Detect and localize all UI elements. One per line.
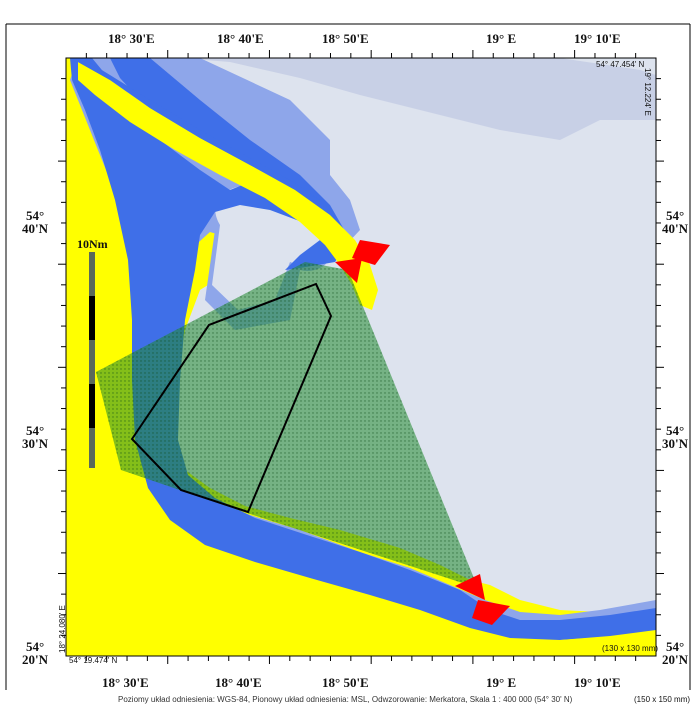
right-lat-min: 40'N (662, 221, 689, 236)
right-lat-deg: 54° (666, 639, 684, 654)
bottom-lon-label: 19° 10'E (574, 675, 621, 690)
left-latitude-labels: 54° 40'N 54° 30'N 54° 20'N (22, 208, 49, 667)
right-lat-deg: 54° (666, 208, 684, 223)
peninsula-land (78, 62, 378, 310)
corner-bottom-left-lon: 18° 24.080' E (58, 605, 67, 653)
map-frame (65, 57, 657, 657)
top-lon-label: 19° 10'E (574, 31, 621, 46)
top-lon-label: 18° 50'E (322, 31, 369, 46)
right-latitude-labels: 54° 40'N 54° 30'N 54° 20'N (662, 208, 689, 667)
top-longitude-labels: 18° 30'E 18° 40'E 18° 50'E 19° E 19° 10'… (108, 31, 621, 46)
left-lat-deg: 54° (26, 208, 44, 223)
top-lon-label: 18° 40'E (217, 31, 264, 46)
inner-size-note: (130 x 130 mm) (602, 644, 658, 653)
mid-grey-water (180, 58, 656, 140)
left-lat-min: 30'N (22, 436, 49, 451)
bottom-lon-label: 18° 40'E (215, 675, 262, 690)
left-lat-deg: 54° (26, 639, 44, 654)
bottom-lon-label: 18° 50'E (322, 675, 369, 690)
right-lat-min: 30'N (662, 436, 689, 451)
zone-boundary (130, 282, 333, 514)
peninsula-shore (78, 58, 320, 200)
corner-top-right-lat: 54° 47.454' N (596, 60, 645, 69)
frame-ticks (58, 50, 664, 664)
coverage-sector (96, 262, 478, 588)
marker-north (335, 240, 390, 283)
corner-top-right-lon: 19° 12.224' E (643, 68, 652, 116)
left-lat-min: 40'N (22, 221, 49, 236)
marker-south (455, 574, 510, 625)
left-lat-min: 20'N (22, 652, 49, 667)
bottom-lon-label: 18° 30'E (102, 675, 149, 690)
outer-size-note: (150 x 150 mm) (634, 695, 690, 704)
bottom-lon-label: 19° E (486, 675, 516, 690)
bottom-longitude-labels: 18° 30'E 18° 40'E 18° 50'E 19° E 19° 10'… (102, 675, 621, 690)
top-lon-label: 19° E (486, 31, 516, 46)
right-lat-deg: 54° (666, 423, 684, 438)
scale-bar-label: 10Nm (77, 237, 108, 251)
right-lat-min: 20'N (662, 652, 689, 667)
map-footer-note: Poziomy układ odniesienia: WGS-84, Piono… (118, 695, 573, 704)
map-body (66, 58, 656, 656)
scale-bar (89, 252, 95, 468)
corner-bottom-left-lat: 54° 19.474' N (69, 656, 118, 665)
top-lon-label: 18° 30'E (108, 31, 155, 46)
south-coast-land (66, 530, 656, 656)
shallow-water-area (70, 58, 656, 640)
left-lat-deg: 54° (26, 423, 44, 438)
